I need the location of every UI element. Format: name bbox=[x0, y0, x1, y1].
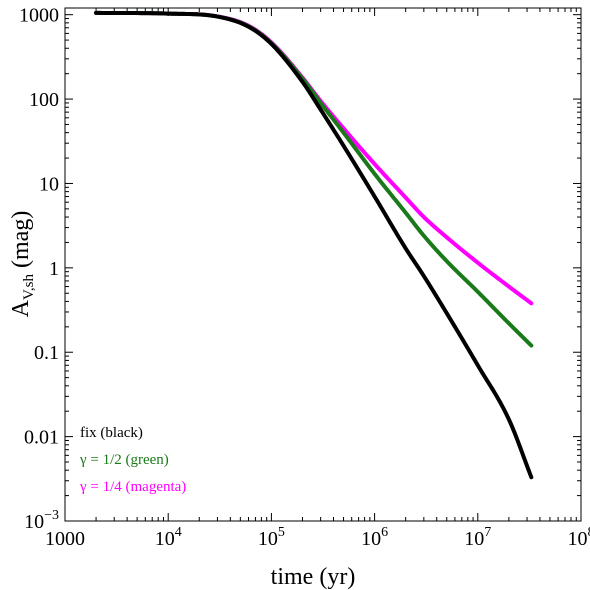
x-tick-label: 1000 bbox=[45, 528, 85, 550]
axis-ticks bbox=[64, 8, 582, 522]
y-tick-labels: 10−3 0.01 0.1 1 10 100 1000 bbox=[19, 5, 59, 533]
y-tick-label: 1 bbox=[49, 258, 59, 280]
x-tick-label: 104 bbox=[155, 525, 182, 550]
x-tick-label: 106 bbox=[361, 525, 388, 550]
plot-frame bbox=[64, 7, 582, 522]
y-axis-title-rest: (mag) bbox=[8, 211, 34, 274]
legend-entry: fix (black) bbox=[80, 425, 143, 441]
x-axis-title: time (yr) bbox=[271, 564, 356, 590]
series-line-0 bbox=[94, 10, 534, 480]
y-tick-label: 0.1 bbox=[34, 342, 59, 364]
x-tick-labels: 1000 104 105 106 107 108 bbox=[45, 525, 590, 550]
legend-entry: γ = 1/4 (magenta) bbox=[79, 479, 186, 495]
x-tick-label: 105 bbox=[258, 525, 285, 550]
x-tick-label: 107 bbox=[464, 525, 491, 550]
series-line-2 bbox=[94, 10, 534, 306]
y-axis-title-subscript: V,sh bbox=[21, 273, 37, 299]
series-lines bbox=[94, 10, 534, 480]
legend: fix (black) γ = 1/2 (green) γ = 1/4 (magen… bbox=[79, 425, 186, 495]
legend-entry: γ = 1/2 (green) bbox=[79, 452, 169, 468]
y-tick-label: 0.01 bbox=[24, 427, 59, 449]
x-tick-label: 108 bbox=[568, 525, 590, 550]
y-axis-title: AV,sh (mag) bbox=[8, 211, 37, 318]
y-axis-title-main: A bbox=[8, 299, 34, 317]
y-tick-label: 100 bbox=[29, 89, 59, 111]
series-line-1 bbox=[94, 10, 534, 348]
y-tick-label: 1000 bbox=[19, 5, 59, 27]
y-tick-label: 10 bbox=[39, 173, 59, 195]
y-tick-label: 10−3 bbox=[24, 508, 59, 533]
